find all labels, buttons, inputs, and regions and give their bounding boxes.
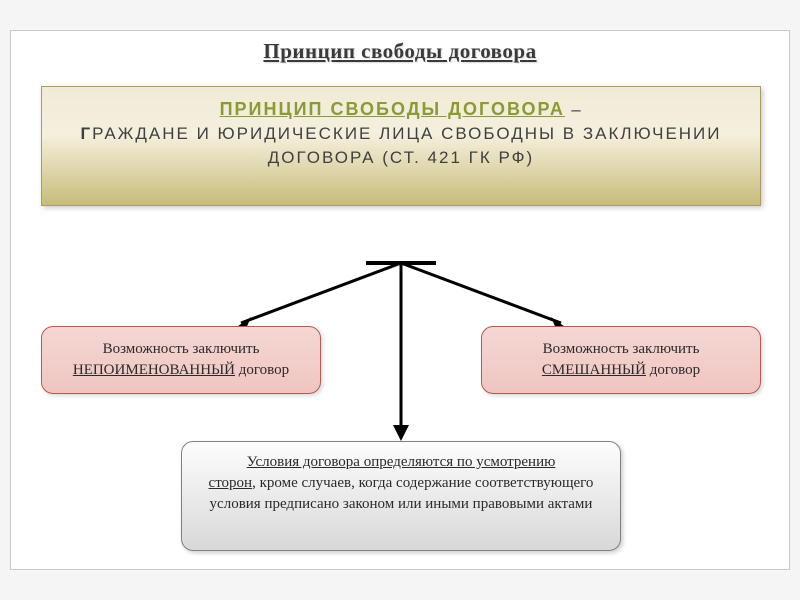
- bottom-underlined-1: Условия договора определяются по усмотре…: [247, 454, 556, 470]
- main-body-text: РАЖДАНЕ И ЮРИДИЧЕСКИЕ ЛИЦА СВОБОДНЫ В ЗА…: [92, 124, 721, 167]
- main-body-prefix: Г: [81, 124, 93, 143]
- arrow-down: [386, 263, 416, 443]
- left-text-1: Возможность заключить: [103, 341, 260, 357]
- slide-container: Принцип свободы договора ПРИНЦИП СВОБОДЫ…: [10, 30, 790, 570]
- main-definition-box: ПРИНЦИП СВОБОДЫ ДОГОВОРА – ГРАЖДАНЕ И ЮР…: [41, 86, 761, 206]
- main-box-body: ГРАЖДАНЕ И ЮРИДИЧЕСКИЕ ЛИЦА СВОБОДНЫ В З…: [62, 122, 740, 170]
- right-text-2: договор: [646, 362, 700, 378]
- left-text-2: договор: [235, 362, 289, 378]
- left-emphasis: НЕПОИМЕНОВАННЫЙ: [73, 362, 235, 378]
- left-option-box: Возможность заключить НЕПОИМЕНОВАННЫЙ до…: [41, 326, 321, 394]
- right-option-box: Возможность заключить СМЕШАННЫЙ договор: [481, 326, 761, 394]
- page-title: Принцип свободы договора: [11, 39, 789, 64]
- bottom-underlined-2: сторон: [209, 475, 253, 491]
- right-emphasis: СМЕШАННЫЙ: [542, 362, 646, 378]
- main-box-heading: ПРИНЦИП СВОБОДЫ ДОГОВОРА: [220, 99, 565, 119]
- main-box-dash: –: [565, 99, 583, 119]
- bottom-rest: , кроме случаев, когда содержание соотве…: [210, 475, 594, 512]
- right-text-1: Возможность заключить: [543, 341, 700, 357]
- bottom-conditions-box: Условия договора определяются по усмотре…: [181, 441, 621, 551]
